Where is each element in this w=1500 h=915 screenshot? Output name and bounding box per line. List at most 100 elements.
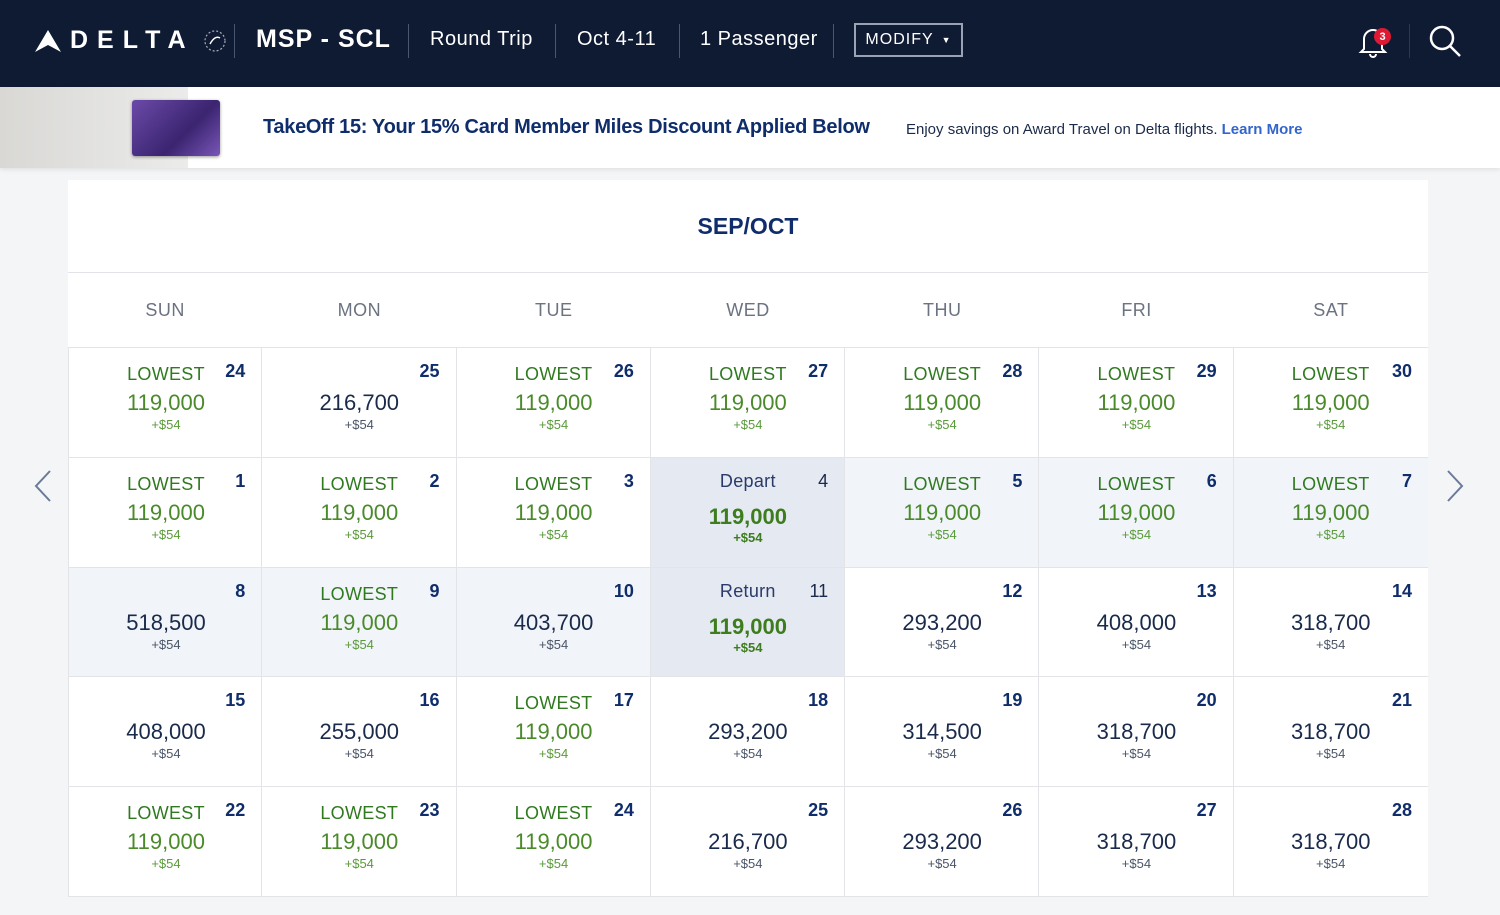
search-icon[interactable] (1428, 24, 1462, 58)
skyteam-icon (204, 29, 226, 52)
calendar-day-cell[interactable]: 26 293,200 +$54 (845, 787, 1040, 897)
lowest-label: LOWEST (127, 803, 205, 824)
calendar-day-cell[interactable]: 3 LOWEST 119,000 +$54 (456, 457, 651, 568)
trip-dates[interactable]: Oct 4-11 (577, 28, 657, 50)
day-number: 3 (623, 470, 634, 491)
miles-price: 119,000 (514, 499, 593, 525)
taxes-fee: +$54 (733, 417, 763, 432)
day-number: 14 (1391, 580, 1412, 601)
miles-price: 408,000 (1096, 609, 1177, 635)
calendar-day-cell[interactable]: 2 LOWEST 119,000 +$54 (262, 457, 457, 568)
passengers[interactable]: 1 Passenger (700, 28, 818, 50)
miles-price: 318,700 (1096, 829, 1177, 855)
day-of-week-header: SUN MON TUE WED THU FRI SAT (68, 273, 1428, 348)
taxes-fee: +$54 (151, 746, 181, 762)
taxes-fee: +$54 (1316, 526, 1346, 542)
divider (679, 24, 680, 58)
miles-price: 216,700 (319, 390, 400, 415)
calendar-day-cell[interactable]: 13 408,000 +$54 (1039, 567, 1234, 678)
miles-price: 255,000 (319, 719, 400, 745)
calendar-day-cell[interactable]: 8 518,500 +$54 (68, 567, 263, 678)
taxes-fee: +$54 (733, 746, 763, 762)
calendar-day-cell[interactable]: 16 255,000 +$54 (262, 677, 457, 788)
day-number: 16 (419, 690, 440, 711)
day-of-week-sat: SAT (1313, 299, 1349, 320)
taxes-fee: +$54 (1121, 746, 1152, 762)
banner-subtitle-text: Enjoy savings on Award Travel on Delta f… (906, 121, 1218, 138)
miles-price: 119,000 (708, 613, 787, 639)
day-number: 2 (429, 470, 440, 491)
calendar-day-cell[interactable]: 27 LOWEST 119,000 +$54 (650, 348, 846, 458)
delta-logo[interactable]: DELTA (34, 26, 227, 55)
trip-type[interactable]: Round Trip (430, 28, 533, 50)
day-number: 27 (808, 361, 829, 381)
credit-card-image (132, 100, 220, 156)
calendar-day-cell[interactable]: 15 408,000 +$54 (68, 677, 263, 788)
chevron-right-icon[interactable] (1444, 468, 1466, 504)
modify-button[interactable]: MODIFY ▼ (854, 23, 963, 57)
day-number: 22 (225, 800, 246, 821)
taxes-fee: +$54 (927, 856, 957, 872)
miles-price: 119,000 (127, 829, 205, 855)
calendar-day-cell[interactable]: 4 Depart 119,000 +$54 (650, 457, 846, 568)
route[interactable]: MSP - SCL (256, 25, 391, 53)
miles-price: 119,000 (127, 499, 205, 525)
calendar-day-cell[interactable]: 26 LOWEST 119,000 +$54 (456, 348, 651, 458)
calendar-day-cell[interactable]: 28 318,700 +$54 (1233, 787, 1428, 897)
taxes-fee: +$54 (151, 856, 181, 872)
day-number: 28 (1391, 800, 1412, 821)
day-number: 25 (808, 800, 829, 821)
calendar-day-cell[interactable]: 14 318,700 +$54 (1233, 567, 1428, 678)
lowest-label: LOWEST (127, 473, 205, 494)
calendar-day-cell[interactable]: 28 LOWEST 119,000 +$54 (845, 348, 1040, 458)
miles-price: 293,200 (902, 829, 982, 855)
calendar-day-cell[interactable]: 24 LOWEST 119,000 +$54 (68, 348, 263, 458)
calendar-day-cell[interactable]: 9 LOWEST 119,000 +$54 (262, 567, 457, 678)
calendar-day-cell[interactable]: 30 LOWEST 119,000 +$54 (1233, 348, 1428, 458)
learn-more-link[interactable]: Learn More (1221, 121, 1303, 138)
taxes-fee: +$54 (344, 856, 374, 872)
calendar-day-cell[interactable]: 7 LOWEST 119,000 +$54 (1233, 457, 1428, 568)
day-number: 19 (1002, 690, 1023, 711)
taxes-fee: +$54 (1121, 636, 1152, 652)
fare-calendar: SEP/OCT SUN MON TUE WED THU FRI SAT 24 LOWEST 11… (68, 180, 1428, 897)
calendar-day-cell[interactable]: 5 LOWEST 119,000 +$54 (845, 457, 1040, 568)
calendar-day-cell[interactable]: 22 LOWEST 119,000 +$54 (68, 787, 263, 897)
day-number: 27 (1196, 800, 1217, 821)
taxes-fee: +$54 (733, 856, 763, 872)
taxes-fee: +$54 (538, 417, 569, 432)
calendar-day-cell[interactable]: 19 314,500 +$54 (845, 677, 1040, 788)
calendar-day-cell[interactable]: 27 318,700 +$54 (1039, 787, 1234, 897)
calendar-day-cell[interactable]: 25 216,700 +$54 (650, 787, 846, 897)
calendar-day-cell[interactable]: 11 Return 119,000 +$54 (650, 567, 846, 678)
calendar-day-cell[interactable]: 23 LOWEST 119,000 +$54 (262, 787, 457, 897)
taxes-fee: +$54 (927, 417, 957, 432)
miles-price: 119,000 (320, 499, 399, 525)
miles-price: 216,700 (708, 829, 788, 855)
miles-price: 119,000 (1291, 499, 1370, 525)
taxes-fee: +$54 (1316, 636, 1346, 652)
banner-title: TakeOff 15: Your 15% Card Member Miles D… (263, 116, 870, 138)
calendar-day-cell[interactable]: 20 318,700 +$54 (1039, 677, 1234, 788)
lowest-label: LOWEST (1097, 364, 1176, 384)
brand-name: DELTA (70, 26, 195, 54)
calendar-day-cell[interactable]: 10 403,700 +$54 (456, 567, 651, 678)
miles-price: 119,000 (320, 829, 399, 855)
miles-price: 518,500 (126, 609, 206, 635)
calendar-day-cell[interactable]: 17 LOWEST 119,000 +$54 (456, 677, 651, 788)
chevron-left-icon[interactable] (32, 468, 54, 504)
lowest-label: LOWEST (320, 803, 399, 824)
calendar-day-cell[interactable]: 29 LOWEST 119,000 +$54 (1039, 348, 1234, 458)
calendar-day-cell[interactable]: 12 293,200 +$54 (845, 567, 1040, 678)
calendar-day-cell[interactable]: 21 318,700 +$54 (1233, 677, 1428, 788)
top-nav: DELTA MSP - SCL Round Trip Oct 4-11 1 Pa… (0, 0, 1500, 87)
calendar-day-cell[interactable]: 24 LOWEST 119,000 +$54 (456, 787, 651, 897)
day-number: 10 (613, 580, 634, 601)
calendar-day-cell[interactable]: 18 293,200 +$54 (650, 677, 846, 788)
day-number: 5 (1012, 470, 1023, 491)
calendar-day-cell[interactable]: 1 LOWEST 119,000 +$54 (68, 457, 263, 568)
calendar-day-cell[interactable]: 25 216,700 +$54 (262, 348, 457, 458)
taxes-fee: +$54 (1316, 417, 1346, 432)
day-number: 7 (1401, 470, 1412, 491)
calendar-day-cell[interactable]: 6 LOWEST 119,000 +$54 (1039, 457, 1234, 568)
